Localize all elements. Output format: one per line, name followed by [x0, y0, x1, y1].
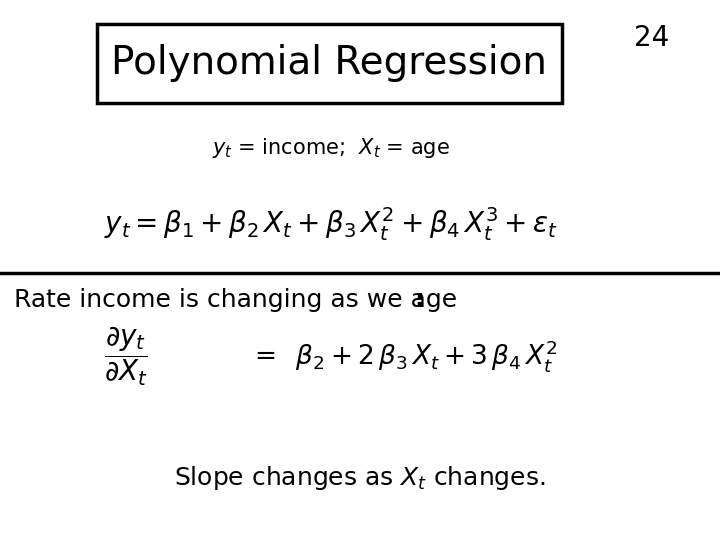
Text: $\dfrac{\partial y_t}{\partial X_t}$: $\dfrac{\partial y_t}{\partial X_t}$ [104, 325, 148, 388]
Text: Rate income is changing as we age: Rate income is changing as we age [14, 288, 457, 312]
Text: 24: 24 [634, 24, 670, 52]
Text: Polynomial Regression: Polynomial Regression [112, 44, 547, 83]
FancyBboxPatch shape [97, 24, 562, 103]
Text: $y_t = \beta_1 + \beta_2\, X_t + \beta_3\, X^{2}_{t} + \beta_4\, X^{3}_{t} + \va: $y_t = \beta_1 + \beta_2\, X_t + \beta_3… [104, 205, 558, 243]
Text: $= \;\; \beta_2 + 2\, \beta_3\, X_t + 3\, \beta_4\, X^{2}_{t}$: $= \;\; \beta_2 + 2\, \beta_3\, X_t + 3\… [249, 339, 557, 374]
Text: $y_t$ = income;  $X_t$ = age: $y_t$ = income; $X_t$ = age [212, 137, 450, 160]
Text: Slope changes as $X_t$ changes.: Slope changes as $X_t$ changes. [174, 464, 546, 492]
Text: :: : [414, 288, 424, 312]
